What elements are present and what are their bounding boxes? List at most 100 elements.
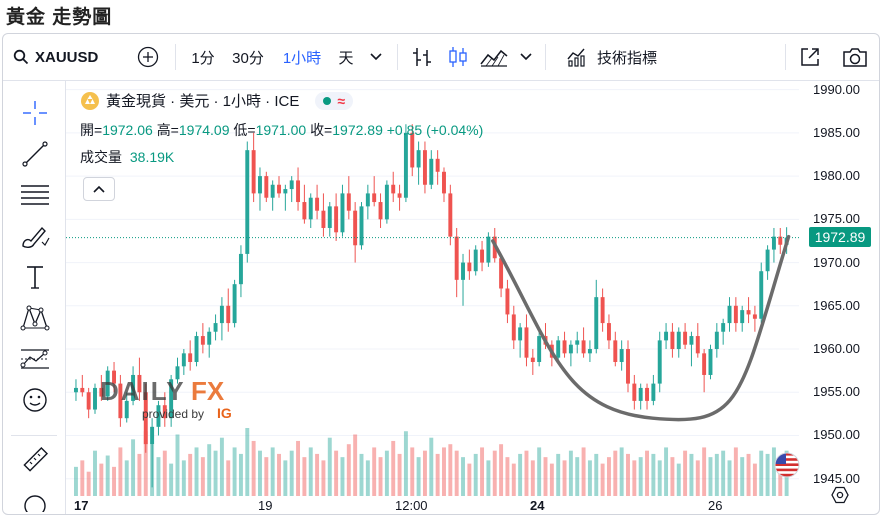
candle-body bbox=[105, 370, 110, 397]
interval-1h[interactable]: 1小時 bbox=[282, 49, 322, 67]
forecast-tool[interactable] bbox=[18, 342, 52, 376]
interval-1d[interactable]: 天 bbox=[338, 49, 354, 67]
volume-bar bbox=[105, 455, 110, 496]
interval-dropdown[interactable] bbox=[365, 42, 387, 72]
open-label: 開= bbox=[80, 122, 103, 138]
volume-legend: 成交量 38.19K bbox=[80, 147, 174, 167]
price-chart[interactable] bbox=[66, 81, 799, 496]
trend-line-tool[interactable] bbox=[18, 137, 52, 171]
indicators-button[interactable]: 技術指標 bbox=[557, 42, 667, 72]
open-value: 1972.06 bbox=[102, 122, 153, 138]
volume-bar bbox=[549, 463, 554, 496]
volume-bar bbox=[416, 457, 421, 496]
volume-bar bbox=[200, 457, 205, 496]
candle-body bbox=[480, 249, 485, 263]
indicators-label: 技術指標 bbox=[596, 49, 657, 67]
candle-body bbox=[403, 132, 408, 198]
price-axis[interactable]: 1990.00 1985.00 1980.00 1975.00 1970.00 1965.… bbox=[799, 81, 879, 496]
candle-body bbox=[714, 331, 719, 350]
brush-tool[interactable] bbox=[18, 219, 52, 253]
volume-bar bbox=[251, 440, 256, 496]
candle-body bbox=[308, 197, 313, 220]
chevron-down-icon bbox=[370, 53, 382, 61]
provider-text: IG bbox=[217, 405, 232, 421]
emoji-tool[interactable] bbox=[18, 383, 52, 417]
change-value: +0.85 (+0.04%) bbox=[386, 122, 484, 138]
candle-body bbox=[771, 236, 776, 250]
volume-bar bbox=[575, 457, 580, 496]
volume-bar bbox=[702, 447, 707, 496]
volume-bar bbox=[499, 444, 504, 496]
candle-body bbox=[112, 370, 117, 384]
zoom-tool[interactable] bbox=[18, 485, 52, 519]
candle-body bbox=[657, 340, 662, 384]
interval-30m[interactable]: 30分 bbox=[232, 49, 264, 67]
close-label: 收= bbox=[310, 122, 333, 138]
chart-settings-button[interactable] bbox=[829, 484, 851, 506]
volume-bar bbox=[435, 453, 440, 496]
candle-body bbox=[334, 206, 339, 233]
volume-bar bbox=[93, 450, 97, 496]
volume-bar bbox=[334, 450, 339, 496]
volume-bar bbox=[264, 457, 269, 496]
time-axis[interactable]: 17 19 12:00 24 26 bbox=[66, 496, 879, 514]
volume-bar bbox=[410, 447, 415, 496]
open-external-button[interactable] bbox=[795, 42, 825, 72]
price-tick-label: 1980.00 bbox=[813, 168, 860, 184]
volume-bar bbox=[384, 450, 389, 496]
collapse-legend-button[interactable] bbox=[83, 177, 115, 201]
candle-body bbox=[556, 340, 561, 358]
candle-body bbox=[454, 236, 459, 280]
volume-bar bbox=[346, 444, 351, 496]
crosshair-tool[interactable] bbox=[18, 96, 52, 130]
volume-bar bbox=[765, 453, 770, 496]
candle-body bbox=[448, 193, 453, 237]
candle-body bbox=[86, 392, 91, 410]
settings-hex-icon bbox=[831, 486, 849, 504]
symbol-search-button[interactable]: XAUUSD bbox=[13, 42, 133, 72]
candle-body bbox=[587, 349, 592, 354]
price-tick-label: 1990.00 bbox=[813, 81, 860, 97]
us-flag-icon bbox=[774, 452, 800, 483]
volume-bar bbox=[162, 450, 167, 496]
bar-chart-type-button[interactable] bbox=[407, 42, 437, 72]
volume-bar bbox=[511, 463, 516, 496]
area-chart-type-button[interactable] bbox=[478, 42, 510, 72]
snapshot-button[interactable] bbox=[839, 42, 871, 72]
volume-bar bbox=[359, 453, 364, 496]
candle-body bbox=[353, 210, 358, 246]
volume-bar bbox=[213, 450, 218, 496]
volume-bar bbox=[340, 457, 345, 496]
fib-tool[interactable] bbox=[18, 178, 52, 212]
price-tick-label: 1970.00 bbox=[813, 254, 860, 270]
candle-body bbox=[664, 331, 669, 341]
candle-body bbox=[283, 189, 288, 194]
candle-body bbox=[645, 387, 649, 401]
candle-body bbox=[150, 426, 155, 445]
chart-type-dropdown[interactable] bbox=[515, 42, 537, 72]
volume-bar bbox=[664, 447, 669, 496]
interval-1m[interactable]: 1分 bbox=[191, 49, 215, 67]
candle-body bbox=[422, 150, 427, 185]
add-symbol-button[interactable] bbox=[133, 42, 163, 72]
candle-body bbox=[594, 297, 599, 350]
page-title: 黃金 走勢圖 bbox=[6, 7, 113, 28]
candle-body bbox=[537, 336, 542, 362]
candle-body bbox=[181, 353, 186, 367]
candle-body bbox=[524, 327, 529, 358]
price-tick-label: 1955.00 bbox=[813, 384, 860, 400]
candle-body bbox=[683, 331, 688, 345]
market-status-badge[interactable]: ≈ bbox=[315, 91, 354, 110]
text-tool[interactable] bbox=[18, 260, 52, 294]
measure-tool[interactable] bbox=[18, 443, 52, 477]
candle-chart-type-button[interactable] bbox=[443, 42, 473, 72]
volume-bar bbox=[613, 450, 618, 496]
candle-body bbox=[613, 340, 618, 362]
chevron-down-icon bbox=[520, 53, 532, 61]
volume-bar bbox=[543, 457, 548, 496]
provided-by-text: provided by bbox=[142, 407, 204, 421]
candle-body bbox=[194, 336, 199, 362]
volume-bar bbox=[695, 460, 700, 496]
pattern-tool[interactable] bbox=[18, 301, 52, 335]
delayed-data-icon: ≈ bbox=[337, 92, 346, 109]
